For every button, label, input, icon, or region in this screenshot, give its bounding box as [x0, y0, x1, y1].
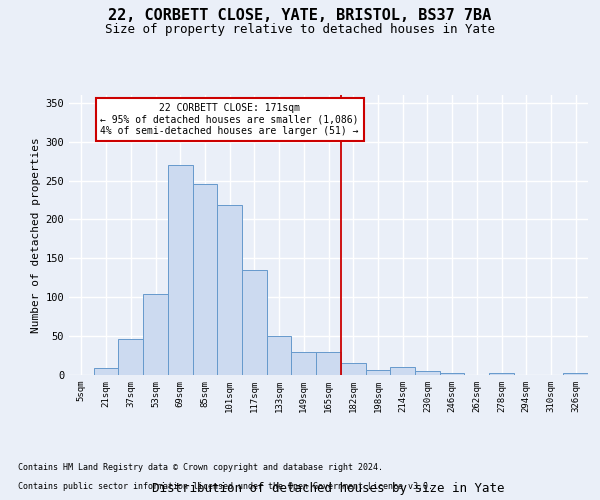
Bar	[143, 294, 168, 375]
Bar	[415, 371, 440, 375]
Bar	[292, 352, 316, 375]
Text: 22 CORBETT CLOSE: 171sqm
← 95% of detached houses are smaller (1,086)
4% of semi: 22 CORBETT CLOSE: 171sqm ← 95% of detach…	[100, 103, 359, 136]
Text: 22, CORBETT CLOSE, YATE, BRISTOL, BS37 7BA: 22, CORBETT CLOSE, YATE, BRISTOL, BS37 7…	[109, 8, 491, 22]
Bar	[365, 370, 390, 375]
Bar	[440, 374, 464, 375]
Bar	[242, 270, 267, 375]
Bar	[168, 165, 193, 375]
Bar	[217, 204, 242, 375]
Text: Size of property relative to detached houses in Yate: Size of property relative to detached ho…	[105, 22, 495, 36]
Bar	[489, 372, 514, 375]
Text: Contains public sector information licensed under the Open Government Licence v3: Contains public sector information licen…	[18, 482, 433, 491]
Bar	[316, 352, 341, 375]
Bar	[193, 184, 217, 375]
Text: Contains HM Land Registry data © Crown copyright and database right 2024.: Contains HM Land Registry data © Crown c…	[18, 464, 383, 472]
Bar	[390, 367, 415, 375]
Bar	[341, 364, 365, 375]
Bar	[267, 336, 292, 375]
Y-axis label: Number of detached properties: Number of detached properties	[31, 137, 41, 333]
Bar	[563, 372, 588, 375]
Bar	[118, 339, 143, 375]
X-axis label: Distribution of detached houses by size in Yate: Distribution of detached houses by size …	[152, 482, 505, 494]
Bar	[94, 368, 118, 375]
